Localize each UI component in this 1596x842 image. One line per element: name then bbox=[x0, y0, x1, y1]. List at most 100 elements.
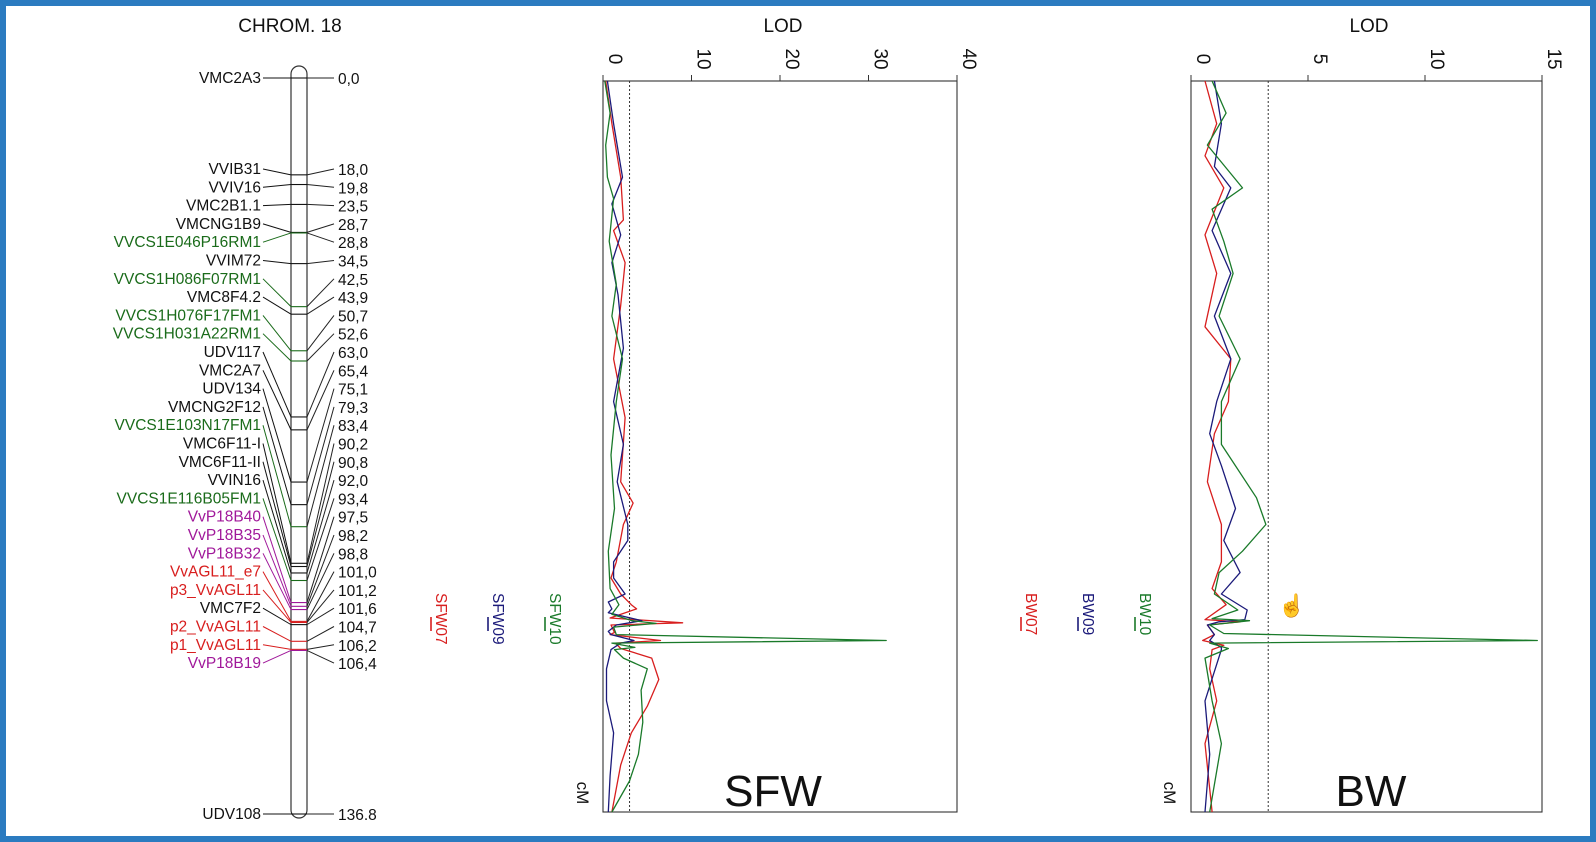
qtl-label-bw09: BW09 bbox=[1079, 593, 1096, 635]
marker-position: 90,8 bbox=[338, 455, 368, 472]
marker-connector-right bbox=[306, 425, 335, 527]
marker-connector-left bbox=[262, 516, 292, 603]
sfw-x-axis-label: LOD bbox=[763, 16, 802, 37]
marker-connector-left bbox=[262, 406, 292, 505]
marker-connector-left bbox=[262, 534, 292, 607]
marker-name: VVIM72 bbox=[206, 253, 261, 270]
marker-position: 101,6 bbox=[338, 601, 377, 618]
marker-position: 83,4 bbox=[338, 418, 369, 435]
marker-name: VvP18B32 bbox=[188, 545, 261, 562]
sfw-plot-frame bbox=[602, 80, 958, 813]
marker-position: 93,4 bbox=[338, 491, 369, 508]
marker-name: VVCS1H086F07RM1 bbox=[114, 271, 261, 288]
marker-connector-right bbox=[306, 370, 335, 431]
x-tick-label: 10 bbox=[1426, 48, 1447, 69]
qtl-label-bw07: BW07 bbox=[1022, 593, 1039, 635]
lod-curve-bw07 bbox=[1202, 80, 1241, 813]
marker-connector-right bbox=[306, 571, 335, 622]
x-tick-label: 15 bbox=[1543, 48, 1564, 69]
marker-connector-left bbox=[262, 388, 292, 483]
marker-name: UDV134 bbox=[202, 381, 261, 398]
marker-connector-left bbox=[262, 571, 292, 622]
marker-name: VMC6F11-II bbox=[179, 454, 261, 471]
sfw-panel: LOD 0 10 20 30 40 SFW07 SFW09 SFW10 cM SFW bbox=[430, 16, 979, 816]
marker-name: VvP18B40 bbox=[188, 509, 262, 526]
marker-name: VMCNG2F12 bbox=[168, 399, 261, 416]
marker-connector-left bbox=[262, 223, 292, 233]
bw-qtl-labels: BW07 BW09 BW10 bbox=[1020, 593, 1153, 636]
marker-connector-right bbox=[306, 260, 335, 265]
marker-name: VMC2B1.1 bbox=[186, 198, 261, 215]
marker-position: 79,3 bbox=[338, 400, 368, 417]
marker-connector-left bbox=[262, 425, 292, 527]
qtl-label-sfw10: SFW10 bbox=[546, 593, 563, 645]
marker-name: VVIN16 bbox=[208, 472, 261, 489]
marker-connector-left bbox=[262, 644, 292, 650]
marker-connector-right bbox=[306, 461, 335, 567]
marker-position: 43,9 bbox=[338, 290, 368, 307]
marker-name: VMC2A3 bbox=[199, 70, 261, 87]
bw-y-axis-label: cM bbox=[1160, 782, 1179, 805]
marker-position: 92,0 bbox=[338, 473, 369, 490]
marker-name: p3_VvAGL11 bbox=[170, 582, 261, 599]
marker-name: VMCNG1B9 bbox=[176, 216, 261, 233]
marker-position: 106,4 bbox=[338, 656, 377, 673]
qtl-label-sfw09: SFW09 bbox=[489, 593, 506, 645]
marker-position: 98,8 bbox=[338, 546, 368, 563]
marker-connector-left bbox=[262, 461, 292, 567]
marker-name: VMC6F11-I bbox=[183, 436, 261, 453]
marker-connector-left bbox=[262, 351, 292, 418]
x-tick-label: 30 bbox=[870, 48, 891, 69]
marker-position: 63,0 bbox=[338, 345, 369, 362]
marker-connector-right bbox=[306, 479, 335, 574]
marker-connector-left bbox=[262, 260, 292, 265]
marker-name: VMC7F2 bbox=[200, 600, 261, 617]
chromosome-bar bbox=[290, 65, 308, 819]
marker-name: VVIV16 bbox=[208, 179, 261, 196]
marker-position: 104,7 bbox=[338, 620, 377, 637]
lod-curve-bw09 bbox=[1204, 80, 1248, 813]
marker-position: 52,6 bbox=[338, 327, 368, 344]
marker-connector-left bbox=[262, 607, 292, 626]
sfw-panel-title: SFW bbox=[724, 767, 822, 816]
marker-position: 34,5 bbox=[338, 254, 368, 271]
marker-name: VVCS1E046P16RM1 bbox=[114, 234, 261, 251]
marker-position: 101,0 bbox=[338, 565, 377, 582]
marker-connector-left bbox=[262, 589, 292, 623]
x-tick-label: 20 bbox=[781, 48, 802, 69]
marker-connector-left bbox=[262, 278, 292, 308]
bw-x-ticks: 0 5 10 15 bbox=[1190, 48, 1564, 81]
lod-curve-sfw10 bbox=[604, 80, 887, 813]
marker-position: 136.8 bbox=[338, 807, 377, 824]
marker-connector-left bbox=[262, 168, 292, 176]
marker-name: VVCS1H031A22RM1 bbox=[113, 326, 261, 343]
x-tick-label: 5 bbox=[1309, 54, 1330, 65]
bw-panel-title: BW bbox=[1336, 767, 1407, 816]
marker-position: 42,5 bbox=[338, 272, 368, 289]
marker-connector-right bbox=[306, 232, 335, 243]
marker-position: 18,0 bbox=[338, 162, 369, 179]
marker-connector-right bbox=[306, 203, 335, 207]
marker-connector-right bbox=[306, 388, 335, 483]
marker-connector-right bbox=[306, 406, 335, 505]
marker-connector-right bbox=[306, 168, 335, 176]
marker-position: 97,5 bbox=[338, 510, 368, 527]
marker-position: 90,2 bbox=[338, 437, 368, 454]
marker-connector-left bbox=[262, 553, 292, 610]
marker-name: VMC8F4.2 bbox=[187, 289, 261, 306]
marker-connector-right bbox=[306, 278, 335, 308]
figure-frame: CHROM. 18 VMC2A3 0,0 VVIB31 18,0 VVIV16 19,8 V… bbox=[6, 6, 1590, 836]
marker-connector-left bbox=[262, 315, 292, 352]
marker-connector-right bbox=[306, 296, 335, 315]
marker-connector-left bbox=[262, 370, 292, 431]
marker-connector-right bbox=[306, 607, 335, 626]
marker-name: VvP18B19 bbox=[188, 655, 261, 672]
bw-lod-curves bbox=[1202, 80, 1538, 813]
chromosome-markers: VMC2A3 0,0 VVIB31 18,0 VVIV16 19,8 VMC2B1.1 23,… bbox=[113, 70, 377, 824]
marker-connector-right bbox=[306, 534, 335, 607]
lod-curve-sfw09 bbox=[605, 80, 643, 813]
marker-position: 19,8 bbox=[338, 180, 368, 197]
lod-curve-bw10 bbox=[1204, 80, 1538, 813]
